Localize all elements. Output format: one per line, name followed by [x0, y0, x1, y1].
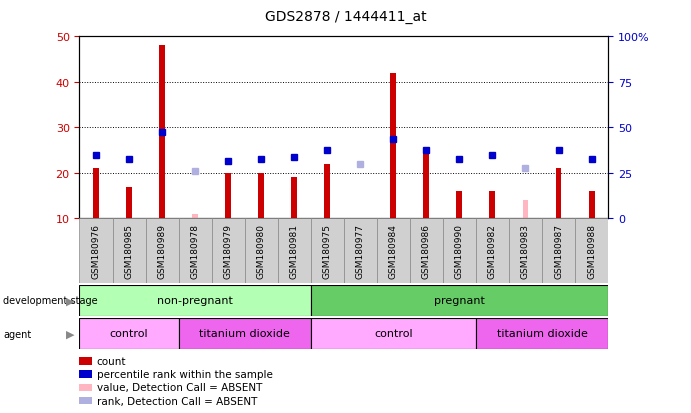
Bar: [457, 192, 462, 219]
Bar: [79, 285, 311, 316]
Bar: [211, 219, 245, 283]
Text: development stage: development stage: [3, 296, 98, 306]
Bar: [113, 219, 146, 283]
Bar: [542, 219, 575, 283]
Text: count: count: [97, 356, 126, 366]
Bar: [93, 169, 99, 219]
Text: GDS2878 / 1444411_at: GDS2878 / 1444411_at: [265, 10, 426, 24]
Bar: [146, 219, 178, 283]
Text: GSM180982: GSM180982: [488, 223, 497, 278]
Bar: [311, 285, 608, 316]
Text: GSM180979: GSM180979: [224, 223, 233, 278]
Bar: [377, 219, 410, 283]
Text: GSM180977: GSM180977: [356, 223, 365, 278]
Text: GSM180990: GSM180990: [455, 223, 464, 278]
Text: GSM180984: GSM180984: [389, 223, 398, 278]
Bar: [278, 219, 311, 283]
Bar: [225, 173, 231, 219]
Text: GSM180985: GSM180985: [124, 223, 133, 278]
Bar: [575, 219, 608, 283]
Text: rank, Detection Call = ABSENT: rank, Detection Call = ABSENT: [97, 396, 257, 406]
Text: GSM180980: GSM180980: [256, 223, 265, 278]
Bar: [443, 219, 476, 283]
Bar: [476, 318, 608, 349]
Bar: [178, 219, 211, 283]
Bar: [311, 219, 343, 283]
Text: non-pregnant: non-pregnant: [157, 295, 233, 306]
Bar: [410, 219, 443, 283]
Text: GSM180989: GSM180989: [158, 223, 167, 278]
Text: value, Detection Call = ABSENT: value, Detection Call = ABSENT: [97, 382, 262, 392]
Bar: [311, 318, 476, 349]
Text: agent: agent: [3, 329, 32, 339]
Text: ▶: ▶: [66, 329, 75, 339]
Bar: [556, 169, 562, 219]
Bar: [192, 214, 198, 219]
Text: GSM180978: GSM180978: [191, 223, 200, 278]
Text: titanium dioxide: titanium dioxide: [199, 328, 290, 339]
Bar: [424, 151, 429, 219]
Bar: [509, 219, 542, 283]
Bar: [344, 219, 377, 283]
Bar: [589, 192, 594, 219]
Text: GSM180983: GSM180983: [521, 223, 530, 278]
Bar: [258, 173, 264, 219]
Text: ▶: ▶: [66, 296, 75, 306]
Text: percentile rank within the sample: percentile rank within the sample: [97, 369, 273, 379]
Text: GSM180988: GSM180988: [587, 223, 596, 278]
Bar: [390, 74, 397, 219]
Text: control: control: [374, 328, 413, 339]
Text: titanium dioxide: titanium dioxide: [497, 328, 587, 339]
Bar: [79, 318, 178, 349]
Bar: [79, 219, 113, 283]
Bar: [245, 219, 278, 283]
Bar: [476, 219, 509, 283]
Bar: [291, 178, 297, 219]
Bar: [126, 187, 132, 219]
Text: GSM180981: GSM180981: [290, 223, 299, 278]
Text: GSM180986: GSM180986: [422, 223, 431, 278]
Bar: [159, 46, 165, 219]
Bar: [178, 318, 311, 349]
Bar: [522, 201, 529, 219]
Text: GSM180976: GSM180976: [91, 223, 100, 278]
Text: control: control: [110, 328, 149, 339]
Text: pregnant: pregnant: [434, 295, 485, 306]
Bar: [489, 192, 495, 219]
Text: GSM180975: GSM180975: [323, 223, 332, 278]
Bar: [324, 164, 330, 219]
Text: GSM180987: GSM180987: [554, 223, 563, 278]
